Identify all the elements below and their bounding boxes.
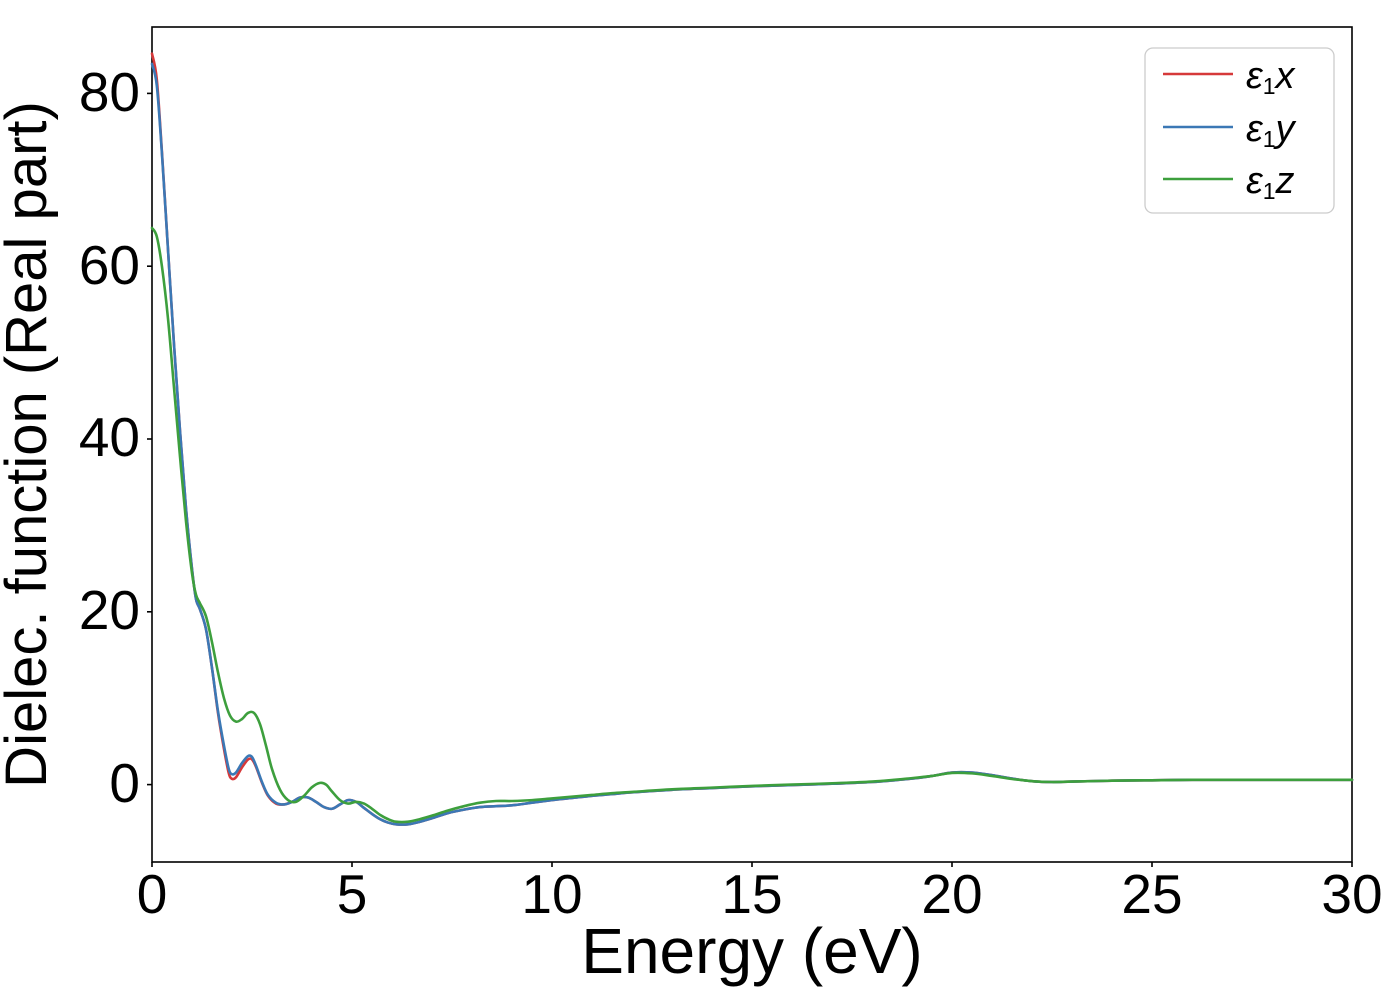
svg-text:20: 20 <box>79 579 140 641</box>
svg-text:20: 20 <box>921 863 982 925</box>
svg-text:40: 40 <box>79 406 140 468</box>
svg-text:30: 30 <box>1321 863 1382 925</box>
svg-text:80: 80 <box>79 61 140 123</box>
svg-text:10: 10 <box>521 863 582 925</box>
svg-text:0: 0 <box>109 752 140 814</box>
svg-text:Dielec. function (Real part): Dielec. function (Real part) <box>0 101 59 788</box>
svg-text:5: 5 <box>337 863 368 925</box>
svg-text:Energy (eV): Energy (eV) <box>581 915 922 987</box>
svg-text:25: 25 <box>1121 863 1182 925</box>
svg-text:0: 0 <box>137 863 168 925</box>
svg-text:60: 60 <box>79 234 140 296</box>
